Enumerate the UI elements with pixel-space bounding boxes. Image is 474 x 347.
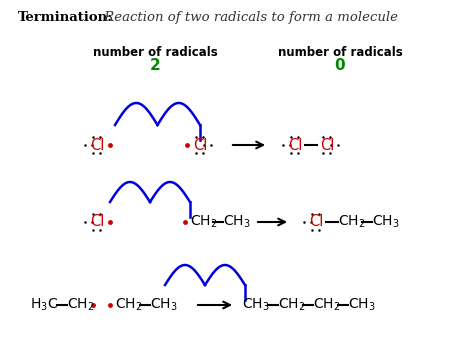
Text: 0: 0 [335, 58, 346, 73]
Text: CH$_2$: CH$_2$ [278, 297, 305, 313]
Text: Cl: Cl [90, 137, 104, 152]
Text: H$_3$C: H$_3$C [30, 297, 58, 313]
Text: 2: 2 [150, 58, 160, 73]
Text: Cl: Cl [90, 214, 104, 229]
Text: number of radicals: number of radicals [278, 45, 402, 59]
Text: CH$_2$: CH$_2$ [115, 297, 143, 313]
Text: Termination:: Termination: [18, 10, 113, 24]
Text: Cl: Cl [309, 214, 323, 229]
Text: Cl: Cl [288, 137, 302, 152]
Text: Cl: Cl [320, 137, 334, 152]
Text: CH$_3$: CH$_3$ [150, 297, 178, 313]
Text: Cl: Cl [193, 137, 207, 152]
Text: CH$_3$: CH$_3$ [223, 214, 251, 230]
Text: CH$_2$: CH$_2$ [190, 214, 218, 230]
Text: CH$_3$: CH$_3$ [348, 297, 375, 313]
Text: CH$_2$: CH$_2$ [67, 297, 94, 313]
Text: CH$_3$: CH$_3$ [372, 214, 400, 230]
Text: CH$_3$: CH$_3$ [242, 297, 270, 313]
Text: CH$_2$: CH$_2$ [338, 214, 365, 230]
Text: CH$_2$: CH$_2$ [313, 297, 340, 313]
Text: Reaction of two radicals to form a molecule: Reaction of two radicals to form a molec… [100, 10, 398, 24]
Text: number of radicals: number of radicals [92, 45, 218, 59]
